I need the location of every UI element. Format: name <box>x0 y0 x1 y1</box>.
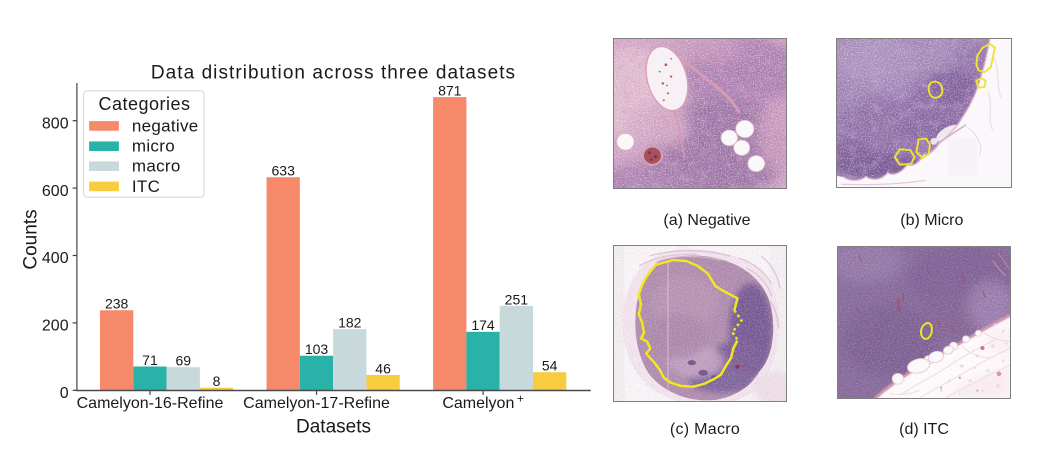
svg-text:8: 8 <box>213 373 221 389</box>
svg-text:negative: negative <box>132 116 199 135</box>
svg-text:0: 0 <box>60 385 69 402</box>
svg-text:800: 800 <box>42 115 69 132</box>
svg-text:Data distribution across three: Data distribution across three datasets <box>151 63 516 84</box>
svg-text:46: 46 <box>375 360 391 376</box>
svg-text:251: 251 <box>505 291 529 307</box>
svg-text:71: 71 <box>142 352 158 368</box>
svg-text:182: 182 <box>338 315 362 331</box>
svg-text:200: 200 <box>42 318 69 335</box>
svg-text:238: 238 <box>105 296 129 312</box>
svg-text:174: 174 <box>471 317 495 333</box>
svg-text:103: 103 <box>305 341 329 357</box>
svg-text:633: 633 <box>272 163 296 179</box>
svg-text:Counts: Counts <box>21 209 42 269</box>
svg-text:54: 54 <box>542 358 558 374</box>
svg-text:Camelyon-16-Refine: Camelyon-16-Refine <box>77 395 224 412</box>
svg-text:Categories: Categories <box>98 94 190 114</box>
svg-text:micro: micro <box>132 137 175 156</box>
svg-text:400: 400 <box>42 250 69 267</box>
svg-text:871: 871 <box>438 83 462 99</box>
svg-text:Camelyon+: Camelyon + <box>442 392 524 413</box>
svg-text:macro: macro <box>132 157 181 176</box>
svg-text:ITC: ITC <box>132 177 160 196</box>
svg-text:69: 69 <box>175 353 191 369</box>
svg-text:600: 600 <box>42 183 69 200</box>
svg-text:Datasets: Datasets <box>296 416 371 437</box>
svg-text:Camelyon-17-Refine: Camelyon-17-Refine <box>243 395 390 412</box>
